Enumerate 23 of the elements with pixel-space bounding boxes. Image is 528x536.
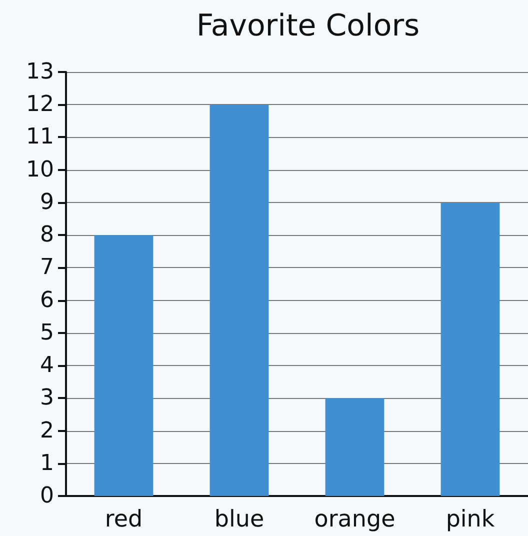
y-tick-label: 7: [40, 255, 54, 280]
bar: [210, 104, 269, 496]
x-tick-label: pink: [446, 506, 496, 532]
bar: [94, 235, 154, 496]
x-tick-label: blue: [214, 506, 264, 532]
y-tick-label: 1: [40, 450, 54, 476]
y-tick-label: 9: [40, 190, 54, 215]
x-tick-label: orange: [314, 506, 396, 532]
chart-title: Favorite Colors: [196, 8, 420, 44]
y-tick-label: 2: [40, 418, 54, 444]
y-tick-label: 6: [40, 288, 54, 313]
y-tick-label: 3: [40, 386, 54, 411]
y-tick-label: 11: [26, 124, 54, 150]
y-tick-label: 13: [26, 60, 54, 84]
bar: [325, 398, 384, 496]
y-tick-label: 12: [26, 92, 54, 118]
bar: [440, 202, 500, 496]
y-tick-label: 0: [40, 484, 54, 508]
y-tick-label: 5: [40, 320, 54, 346]
x-tick-label: red: [104, 506, 143, 532]
y-tick-label: 10: [26, 157, 54, 182]
y-tick-label: 4: [40, 353, 54, 378]
y-tick-label: 8: [40, 222, 54, 248]
